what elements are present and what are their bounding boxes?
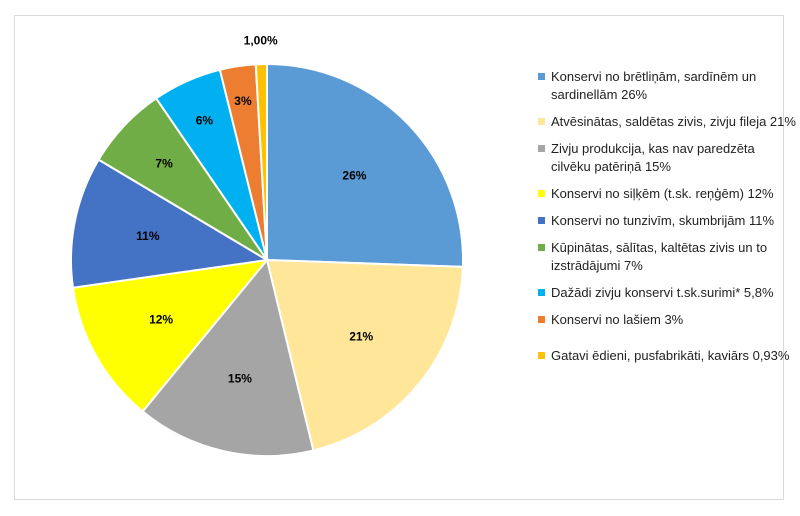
legend-label: Konservi no siļķēm (t.sk. reņģēm) 12% [551,186,774,201]
legend-item: Gatavi ēdieni, pusfabrikāti, kaviārs 0,9… [535,347,797,365]
legend-item: Atvēsinātas, saldētas zivis, zivju filej… [535,113,797,131]
legend-item: Kūpinātas, sālītas, kaltētas zivis un to… [535,239,797,275]
legend-label: Zivju produkcija, kas nav paredzēta cilv… [551,141,755,174]
legend-swatch [538,244,545,251]
legend: Konservi no brētliņām, sardīnēm un sardi… [535,68,797,365]
pie-slice-1 [266,62,464,268]
data-label-2: 21% [349,330,373,344]
legend-item: Konservi no brētliņām, sardīnēm un sardi… [535,68,797,104]
pie-slice-3 [141,257,315,457]
data-label-5: 11% [136,229,160,243]
pie-slice-5 [70,158,270,289]
pie-chart: 26% 21% 15% 12% 11% 7% 6% 3% 1,00% [70,34,464,457]
legend-label: Konservi no brētliņām, sardīnēm un sardi… [551,69,757,102]
legend-item: Dažādi zivju konservi t.sk.surimi* 5,8% [535,284,797,302]
legend-label: Dažādi zivju konservi t.sk.surimi* 5,8% [551,285,774,300]
pie-slice-2 [265,258,464,452]
legend-item: Konservi no lašiem 3% [535,311,797,329]
data-label-3: 15% [228,371,252,385]
legend-label: Kūpinātas, sālītas, kaltētas zivis un to… [551,240,768,273]
legend-swatch [538,316,545,323]
pie-slice-4 [71,258,270,413]
legend-swatch [538,217,545,224]
data-label-1: 26% [342,169,366,183]
data-label-7: 6% [196,114,214,128]
legend-item: Konservi no tunzivīm, skumbrijām 11% [535,212,797,230]
legend-item: Zivju produkcija, kas nav paredzēta cilv… [535,140,797,176]
legend-item: Konservi no siļķēm (t.sk. reņģēm) 12% [535,185,797,203]
legend-swatch [538,352,545,359]
legend-label: Konservi no tunzivīm, skumbrijām 11% [551,213,775,228]
data-label-4: 12% [149,313,173,327]
pie-slice-9 [254,62,268,261]
legend-swatch [538,118,545,125]
legend-label: Atvēsinātas, saldētas zivis, zivju filej… [551,114,796,129]
legend-swatch [538,145,545,152]
legend-swatch [538,190,545,197]
legend-label: Gatavi ēdieni, pusfabrikāti, kaviārs 0,9… [551,348,790,363]
legend-swatch [538,289,545,296]
chart-area: 26% 21% 15% 12% 11% 7% 6% 3% 1,00% Konservi no b… [14,15,796,500]
data-label-8: 3% [234,94,252,108]
legend-label: Konservi no lašiem 3% [551,312,684,327]
legend-swatch [538,73,545,80]
data-label-6: 7% [155,156,173,170]
data-label-9: 1,00% [244,34,278,48]
